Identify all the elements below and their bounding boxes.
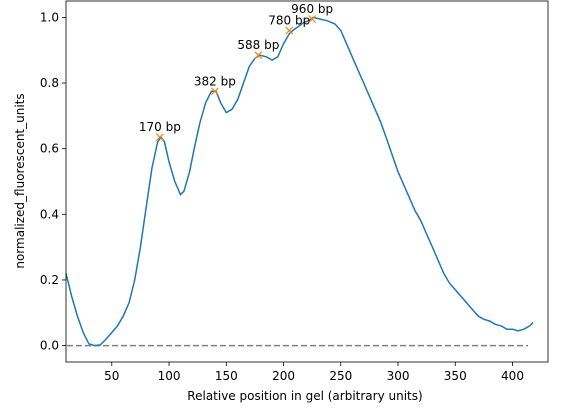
peak-marker (254, 51, 263, 60)
data-line (65, 16, 534, 347)
peak-marker (155, 133, 164, 142)
y-tick-label: 0.8 (40, 76, 59, 90)
x-tick-label: 400 (501, 369, 524, 383)
peak-label: 780 bp (268, 14, 310, 28)
peak-label: 960 bp (291, 2, 333, 16)
x-tick-label: 200 (272, 369, 295, 383)
peak-marker (210, 87, 219, 96)
x-tick-label: 100 (158, 369, 181, 383)
x-axis-label: Relative position in gel (arbitrary unit… (187, 389, 422, 403)
x-tick-label: 300 (387, 369, 410, 383)
x-tick-label: 50 (104, 369, 119, 383)
y-tick-label: 1.0 (40, 10, 59, 24)
y-tick-label: 0.6 (40, 142, 59, 156)
y-tick-label: 0.0 (40, 339, 59, 353)
peak-label: 382 bp (194, 74, 236, 88)
y-axis-label: normalized_fluorescent_units (13, 93, 27, 268)
y-tick-label: 0.2 (40, 273, 59, 287)
x-tick-label: 250 (329, 369, 352, 383)
peak-label: 170 bp (139, 120, 181, 134)
y-tick-label: 0.4 (40, 207, 59, 221)
x-tick-label: 350 (444, 369, 467, 383)
peak-marker (308, 15, 317, 23)
peak-marker (285, 26, 294, 35)
x-tick-label: 150 (215, 369, 238, 383)
plot-frame (65, 0, 549, 363)
peak-label: 588 bp (237, 38, 279, 52)
